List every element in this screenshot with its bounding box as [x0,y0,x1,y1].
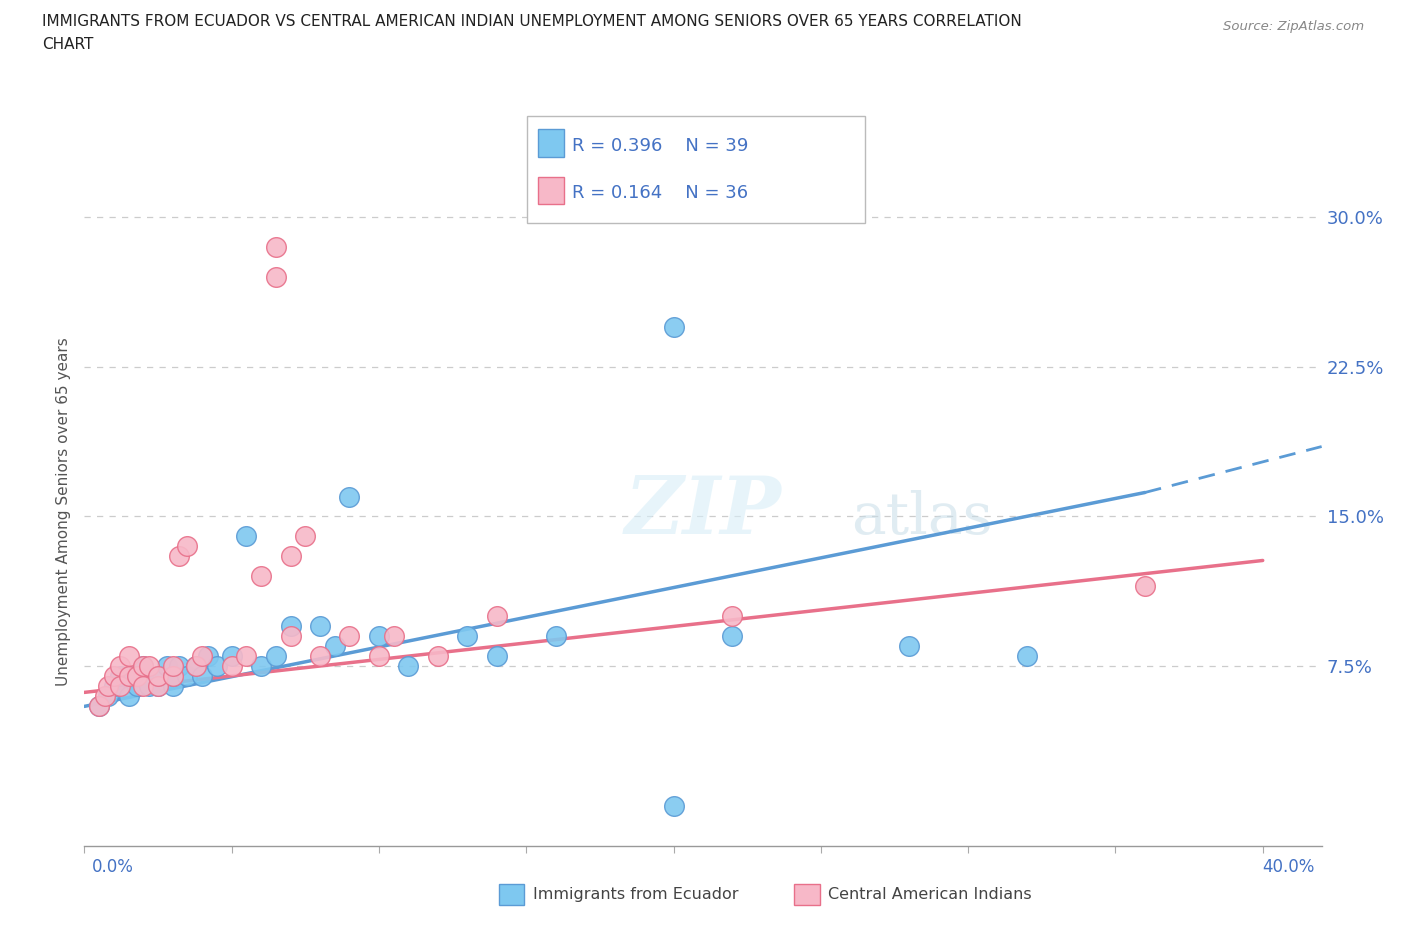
Point [132,659,155,674]
Point [138,659,160,674]
Point [117,669,139,684]
Point [662,319,685,334]
Text: atlas: atlas [852,490,993,546]
Point [280,619,302,634]
Text: Immigrants from Ecuador: Immigrants from Ecuador [533,887,738,902]
Text: R = 0.396    N = 39: R = 0.396 N = 39 [572,138,748,155]
Point [1133,579,1156,594]
Text: R = 0.164    N = 36: R = 0.164 N = 36 [572,184,748,202]
Point [127,669,149,684]
Point [280,629,302,644]
Point [309,649,332,664]
Point [280,549,302,564]
Point [264,269,287,284]
Point [162,679,184,694]
Point [205,659,228,674]
Point [103,669,125,684]
Point [108,669,131,684]
Point [138,679,160,694]
Point [221,649,243,664]
Point [186,659,208,674]
Point [176,669,198,684]
Point [162,669,184,684]
Point [250,569,273,584]
Point [108,679,131,694]
Point [162,659,184,674]
Text: 40.0%: 40.0% [1263,857,1315,876]
Point [176,539,198,554]
Point [167,659,190,674]
Point [186,659,208,674]
Point [898,639,921,654]
Point [339,629,361,644]
Point [132,669,155,684]
Point [197,649,219,664]
Point [117,669,139,684]
Point [294,529,316,544]
Point [721,609,744,624]
Point [191,669,214,684]
Point [250,659,273,674]
Point [132,659,155,674]
Point [132,679,155,694]
Point [146,679,169,694]
Point [309,619,332,634]
Text: CHART: CHART [42,37,94,52]
Point [456,629,478,644]
Point [264,239,287,254]
Text: ZIP: ZIP [624,472,782,551]
Point [382,629,405,644]
Point [1015,649,1038,664]
Point [485,609,508,624]
Point [544,629,567,644]
Point [167,549,190,564]
Text: Central American Indians: Central American Indians [828,887,1032,902]
Text: Source: ZipAtlas.com: Source: ZipAtlas.com [1223,20,1364,33]
Point [146,679,169,694]
Point [235,649,257,664]
Point [97,679,120,694]
Point [156,659,179,674]
Point [485,649,508,664]
Y-axis label: Unemployment Among Seniors over 65 years: Unemployment Among Seniors over 65 years [56,338,72,686]
Point [368,629,391,644]
Point [339,489,361,504]
Point [396,659,419,674]
Point [146,669,169,684]
Point [368,649,391,664]
Point [117,649,139,664]
Point [97,689,120,704]
Point [191,649,214,664]
Point [426,649,449,664]
Point [117,689,139,704]
Point [221,659,243,674]
Point [127,679,149,694]
Point [662,799,685,814]
Point [108,659,131,674]
Point [721,629,744,644]
Text: IMMIGRANTS FROM ECUADOR VS CENTRAL AMERICAN INDIAN UNEMPLOYMENT AMONG SENIORS OV: IMMIGRANTS FROM ECUADOR VS CENTRAL AMERI… [42,14,1022,29]
Point [87,699,110,714]
Point [162,669,184,684]
Point [146,669,169,684]
Point [323,639,346,654]
Text: 0.0%: 0.0% [91,857,134,876]
Point [264,649,287,664]
Point [235,529,257,544]
Point [94,689,117,704]
Point [103,679,125,694]
Point [87,699,110,714]
